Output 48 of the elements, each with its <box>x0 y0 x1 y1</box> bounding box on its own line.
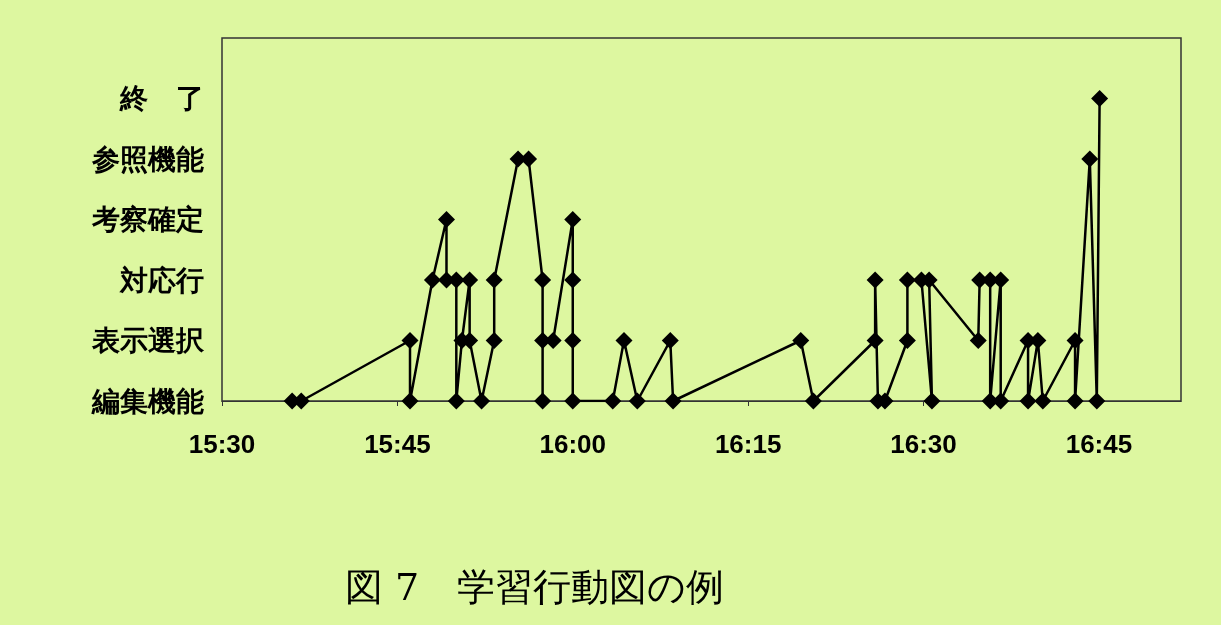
x-tick-label: 16:00 <box>539 429 607 459</box>
point <box>664 392 682 410</box>
point <box>461 271 479 289</box>
point <box>898 271 916 289</box>
x-tick-label: 16:15 <box>714 429 782 459</box>
text: 参照機能 <box>91 142 204 176</box>
text: 編集機能 <box>91 384 204 418</box>
x-tick-label: 16:45 <box>1065 429 1133 459</box>
point <box>628 392 646 410</box>
point <box>604 392 622 410</box>
point <box>1081 150 1099 168</box>
point <box>401 392 419 410</box>
point <box>969 332 987 349</box>
text: 考察確定 <box>91 203 204 236</box>
point <box>1088 392 1106 410</box>
point <box>792 332 810 349</box>
point <box>534 271 552 289</box>
text: 図 7 学習行動図の例 <box>345 565 725 609</box>
point <box>898 332 916 349</box>
point <box>564 332 582 349</box>
text: 対応行 <box>119 263 204 297</box>
x-tick-label: 15:30 <box>188 429 256 459</box>
point <box>1019 392 1037 410</box>
point <box>866 332 884 349</box>
point <box>1066 332 1084 349</box>
point <box>423 271 441 289</box>
point <box>804 392 822 410</box>
x-tick-label: 16:30 <box>890 429 957 459</box>
point <box>485 271 503 289</box>
point <box>1034 392 1052 410</box>
point <box>1066 392 1084 410</box>
point <box>485 332 503 349</box>
point <box>564 271 582 289</box>
point <box>447 392 465 410</box>
point <box>661 332 679 349</box>
text: 表示選択 <box>91 324 205 357</box>
point <box>564 211 582 228</box>
x-tick-label: 15:45 <box>364 429 431 459</box>
point <box>615 332 633 349</box>
point <box>401 332 419 349</box>
point <box>923 392 941 410</box>
point <box>473 392 491 410</box>
point <box>866 271 884 289</box>
point <box>534 392 552 410</box>
text: 終 了 <box>119 82 204 115</box>
point <box>437 211 455 228</box>
point <box>1091 90 1109 107</box>
point <box>564 392 582 410</box>
